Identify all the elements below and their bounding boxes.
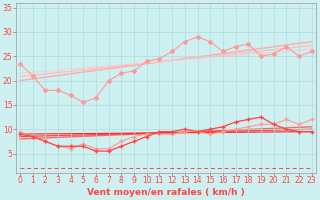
X-axis label: Vent moyen/en rafales ( km/h ): Vent moyen/en rafales ( km/h ) bbox=[87, 188, 245, 197]
